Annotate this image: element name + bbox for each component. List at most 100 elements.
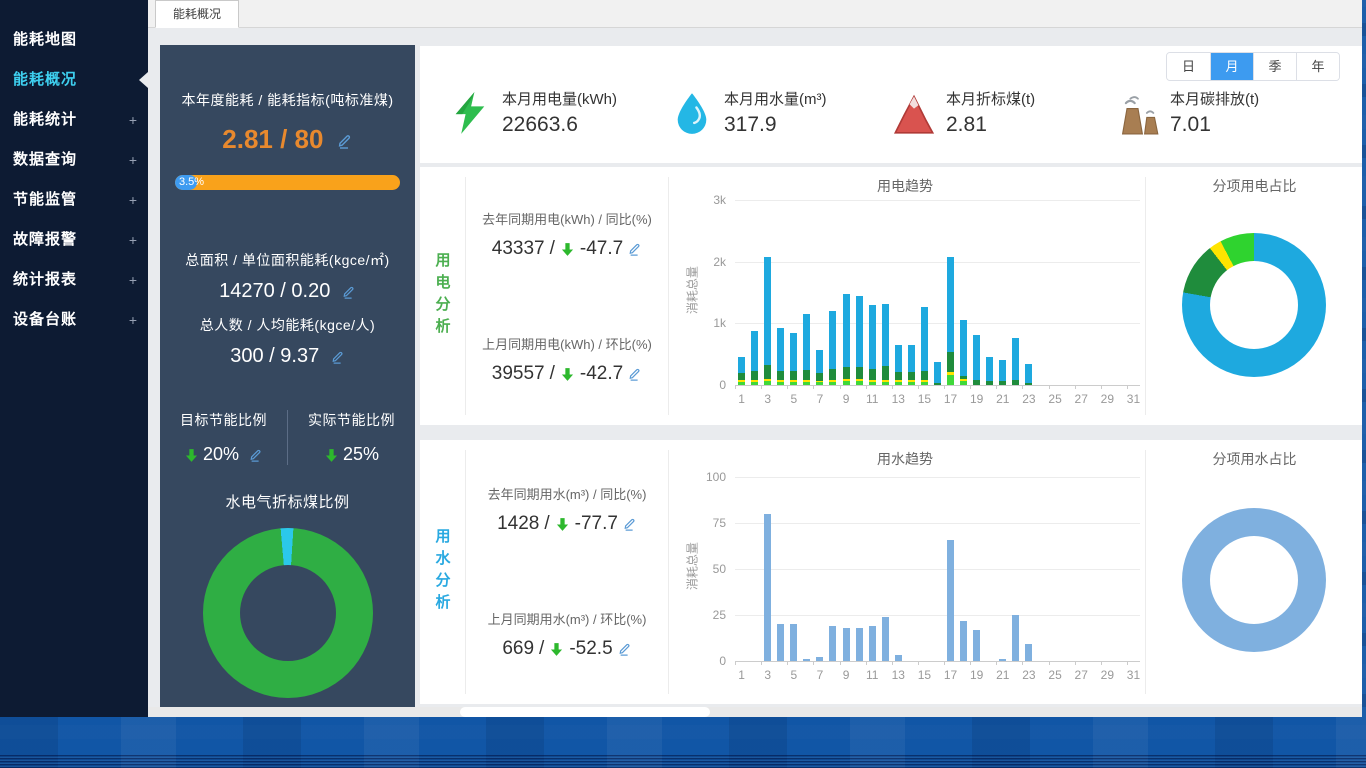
kpi-label: 本月用电量(kWh) bbox=[502, 91, 617, 108]
progress-fill bbox=[175, 175, 197, 190]
electricity-mom-block: 上月同期用电(kWh) / 环比(%) 39557/ -42.7 bbox=[466, 334, 668, 385]
horizontal-scrollbar[interactable] bbox=[148, 707, 1362, 717]
edit-icon[interactable] bbox=[623, 517, 637, 531]
divider bbox=[668, 177, 669, 415]
sidebar-item-data-query[interactable]: 数据查询 + bbox=[0, 140, 148, 180]
kpi-card: 本月用电量(kWh) 22663.6 本月用水量(m³) 317.9 本月折标煤… bbox=[420, 46, 1362, 163]
down-arrow-icon bbox=[560, 367, 575, 382]
coal-ratio-donut-title: 水电气折标煤比例 bbox=[225, 494, 350, 511]
water-mom-block: 上月同期用水(m³) / 环比(%) 669/ -52.5 bbox=[466, 609, 668, 660]
expand-plus-icon[interactable]: + bbox=[128, 192, 138, 208]
sidebar-item-label: 设备台账 bbox=[13, 311, 78, 328]
sidebar-item-energy-overview[interactable]: 能耗概况 bbox=[0, 60, 148, 100]
kpi-value: 317.9 bbox=[724, 113, 777, 136]
sidebar-item-energy-map[interactable]: 能耗地图 bbox=[0, 20, 148, 60]
sidebar-item-energy-saving-supervision[interactable]: 节能监管 + bbox=[0, 180, 148, 220]
target-saving-ratio: 目标节能比例 20% bbox=[160, 410, 288, 465]
summary-panel: 本年度能耗 / 能耗指标(吨标准煤) 2.81 / 80 3.5% 总面积 / … bbox=[160, 45, 415, 715]
edit-icon[interactable] bbox=[618, 642, 632, 656]
per-capita-energy-value: 300 / 9.37 bbox=[160, 345, 415, 368]
chart-title: 分项用电占比 bbox=[1212, 178, 1297, 194]
edit-icon[interactable] bbox=[628, 367, 642, 381]
kpi-label: 本月折标煤(t) bbox=[946, 91, 1036, 108]
stat-label: 上月同期用水(m³) / 环比(%) bbox=[487, 612, 647, 627]
target-saving-value: 20% bbox=[160, 444, 287, 465]
divider bbox=[1145, 450, 1146, 694]
saving-ratio-row: 目标节能比例 20% 实际节能比例 25% bbox=[160, 410, 415, 465]
per-capita-energy-label: 总人数 / 人均能耗(kgce/人) bbox=[199, 317, 376, 333]
sidebar-item-energy-statistics[interactable]: 能耗统计 + bbox=[0, 100, 148, 140]
sidebar-item-label: 能耗统计 bbox=[13, 111, 78, 128]
expand-plus-icon[interactable]: + bbox=[128, 152, 138, 168]
mountain-icon bbox=[892, 91, 936, 135]
electricity-breakdown-donut: 分项用电占比 bbox=[1147, 167, 1362, 425]
edit-icon[interactable] bbox=[628, 242, 642, 256]
period-year-button[interactable]: 年 bbox=[1296, 53, 1339, 80]
water-section-label: 用水分析 bbox=[433, 528, 451, 616]
sidebar-item-label: 能耗地图 bbox=[13, 31, 78, 48]
stat-value: 1428/ -77.7 bbox=[466, 513, 668, 535]
edit-icon[interactable] bbox=[342, 285, 356, 299]
down-arrow-icon bbox=[560, 242, 575, 257]
edit-icon[interactable] bbox=[249, 448, 263, 462]
expand-plus-icon[interactable]: + bbox=[128, 232, 138, 248]
bottom-edge-decoration bbox=[0, 755, 1366, 768]
stat-value: 669/ -52.5 bbox=[466, 638, 668, 660]
down-arrow-icon bbox=[184, 448, 199, 463]
water-breakdown-donut: 分项用水占比 bbox=[1147, 440, 1362, 704]
kpi-value: 22663.6 bbox=[502, 113, 578, 136]
sidebar-item-label: 统计报表 bbox=[13, 271, 78, 288]
kpi-coal: 本月折标煤(t) 2.81 bbox=[892, 88, 1035, 137]
sidebar-item-statistical-report[interactable]: 统计报表 + bbox=[0, 260, 148, 300]
edit-icon[interactable] bbox=[337, 133, 353, 149]
scrollbar-thumb[interactable] bbox=[460, 707, 710, 717]
chart-title: 分项用水占比 bbox=[1212, 451, 1297, 467]
kpi-water: 本月用水量(m³) 317.9 bbox=[670, 88, 826, 137]
tab-energy-overview[interactable]: 能耗概况 bbox=[155, 0, 240, 28]
divider bbox=[1145, 177, 1146, 415]
electricity-section-label: 用电分析 bbox=[433, 252, 451, 340]
factory-icon bbox=[1116, 91, 1160, 135]
period-month-button[interactable]: 月 bbox=[1210, 53, 1253, 80]
divider bbox=[465, 177, 466, 415]
sidebar: 能耗地图 能耗概况 能耗统计 + 数据查询 + 节能监管 + 故障报警 + 统计报表 + … bbox=[0, 0, 148, 717]
water-analysis-section: 用水分析 去年同期用水(m³) / 同比(%) 1428/ -77.7 上月同期… bbox=[420, 440, 1362, 704]
expand-plus-icon[interactable]: + bbox=[128, 272, 138, 288]
water-yoy-block: 去年同期用水(m³) / 同比(%) 1428/ -77.7 bbox=[466, 484, 668, 535]
lightning-icon bbox=[448, 91, 492, 135]
edit-icon[interactable] bbox=[331, 350, 345, 364]
sidebar-item-label: 节能监管 bbox=[13, 191, 78, 208]
chart-title: 用电趋势 bbox=[877, 178, 933, 194]
annual-energy-value: 2.81 / 80 bbox=[160, 124, 415, 155]
sidebar-item-equipment-ledger[interactable]: 设备台账 + bbox=[0, 300, 148, 340]
sidebar-item-label: 数据查询 bbox=[13, 151, 78, 168]
period-day-button[interactable]: 日 bbox=[1167, 53, 1210, 80]
stat-value: 39557/ -42.7 bbox=[466, 363, 668, 385]
electricity-analysis-section: 用电分析 去年同期用电(kWh) / 同比(%) 43337/ -47.7 上月… bbox=[420, 167, 1362, 425]
expand-plus-icon[interactable]: + bbox=[128, 112, 138, 128]
y-axis-label: 消耗总量 bbox=[685, 266, 700, 315]
actual-saving-value: 25% bbox=[288, 444, 415, 465]
actual-saving-label: 实际节能比例 bbox=[308, 412, 395, 428]
app-window: 能耗地图 能耗概况 能耗统计 + 数据查询 + 节能监管 + 故障报警 + 统计报表 + … bbox=[0, 0, 1362, 717]
divider bbox=[465, 450, 466, 694]
sidebar-item-label: 能耗概况 bbox=[13, 71, 78, 88]
sidebar-item-label: 故障报警 bbox=[13, 231, 78, 248]
sidebar-item-fault-alarm[interactable]: 故障报警 + bbox=[0, 220, 148, 260]
kpi-label: 本月用水量(m³) bbox=[724, 91, 827, 108]
stat-value: 43337/ -47.7 bbox=[466, 238, 668, 260]
annual-progress-bar: 3.5% bbox=[175, 175, 400, 190]
down-arrow-icon bbox=[324, 448, 339, 463]
tab-bar: 能耗概况 bbox=[148, 0, 1362, 28]
actual-saving-ratio: 实际节能比例 25% bbox=[288, 410, 415, 465]
progress-percent: 3.5% bbox=[179, 176, 205, 188]
electricity-yoy-block: 去年同期用电(kWh) / 同比(%) 43337/ -47.7 bbox=[466, 209, 668, 260]
period-quarter-button[interactable]: 季 bbox=[1253, 53, 1296, 80]
chart-title: 用水趋势 bbox=[877, 451, 933, 467]
period-selector: 日 月 季 年 bbox=[1166, 52, 1340, 81]
expand-plus-icon[interactable]: + bbox=[128, 312, 138, 328]
stat-label: 去年同期用电(kWh) / 同比(%) bbox=[482, 212, 652, 227]
annual-energy-label: 本年度能耗 / 能耗指标(吨标准煤) bbox=[181, 92, 394, 108]
area-energy-label: 总面积 / 单位面积能耗(kgce/㎡) bbox=[185, 252, 390, 268]
